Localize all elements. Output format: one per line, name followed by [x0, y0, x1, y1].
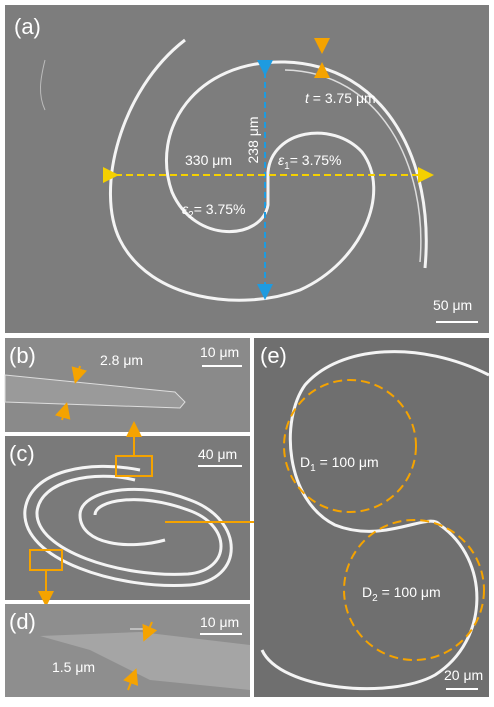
scale-label: 40 μm: [198, 446, 237, 462]
scale-label: 20 μm: [444, 667, 483, 683]
height: 238 μm: [245, 117, 261, 164]
width: 330 μm: [185, 152, 232, 168]
panel-label: (e): [260, 343, 287, 368]
panel-label: (a): [14, 14, 41, 39]
thickness: 1.5 μm: [52, 659, 95, 675]
panel-e: (e) D1 = 100 μm D2 = 100 μm 20 μm: [254, 338, 489, 697]
panel-label: (d): [9, 609, 36, 634]
scale-label: 50 μm: [433, 297, 472, 313]
scale-label: 10 μm: [200, 614, 239, 630]
figure: (a) t = 3.75 μm 238 μm 330 μm ε1= 3.75% …: [0, 0, 494, 702]
panel-label: (c): [9, 441, 35, 466]
panel-label: (b): [9, 343, 36, 368]
panel-c: (c) 40 μm: [5, 425, 283, 603]
panel-a: (a) t = 3.75 μm 238 μm 330 μm ε1= 3.75% …: [5, 5, 489, 333]
panel-d: (d) 1.5 μm 10 μm: [5, 604, 250, 697]
scale-label: 10 μm: [200, 344, 239, 360]
thickness: t = 3.75 μm: [305, 90, 376, 106]
panel-b: (b) 2.8 μm 10 μm: [5, 338, 250, 432]
thickness: 2.8 μm: [100, 352, 143, 368]
